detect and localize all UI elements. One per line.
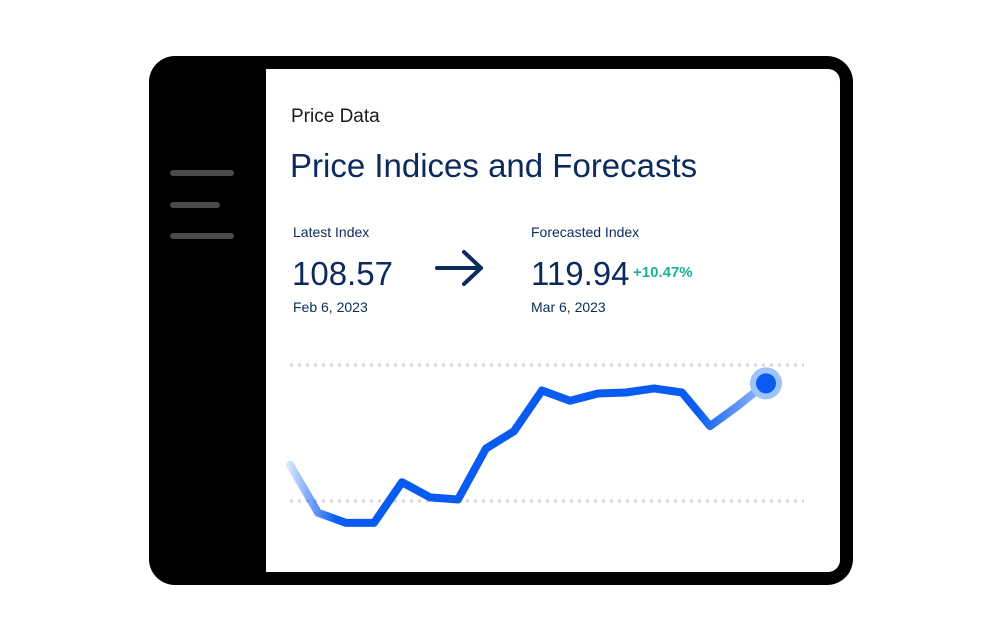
forecast-point[interactable] bbox=[756, 373, 776, 394]
forecast-index-value: 119.94 bbox=[531, 255, 630, 292]
hamburger-menu-icon-line-2[interactable] bbox=[170, 202, 220, 208]
latest-index-value: 108.57 bbox=[292, 255, 393, 292]
section-label: Price Data bbox=[291, 106, 380, 127]
forecast-index-label: Forecasted Index bbox=[531, 224, 640, 240]
forecast-index-date: Mar 6, 2023 bbox=[531, 299, 606, 315]
latest-index-date: Feb 6, 2023 bbox=[293, 299, 368, 315]
page-title: Price Indices and Forecasts bbox=[290, 147, 698, 184]
price-index-chart bbox=[286, 363, 804, 527]
latest-index-label: Latest Index bbox=[293, 224, 370, 240]
hamburger-menu-icon-line-3[interactable] bbox=[170, 233, 234, 239]
price-index-line bbox=[286, 379, 770, 527]
hamburger-menu-icon[interactable] bbox=[170, 170, 234, 176]
forecast-change-badge: +10.47% bbox=[633, 264, 693, 281]
arrow-right-icon bbox=[435, 250, 483, 286]
app-screen bbox=[266, 69, 840, 572]
